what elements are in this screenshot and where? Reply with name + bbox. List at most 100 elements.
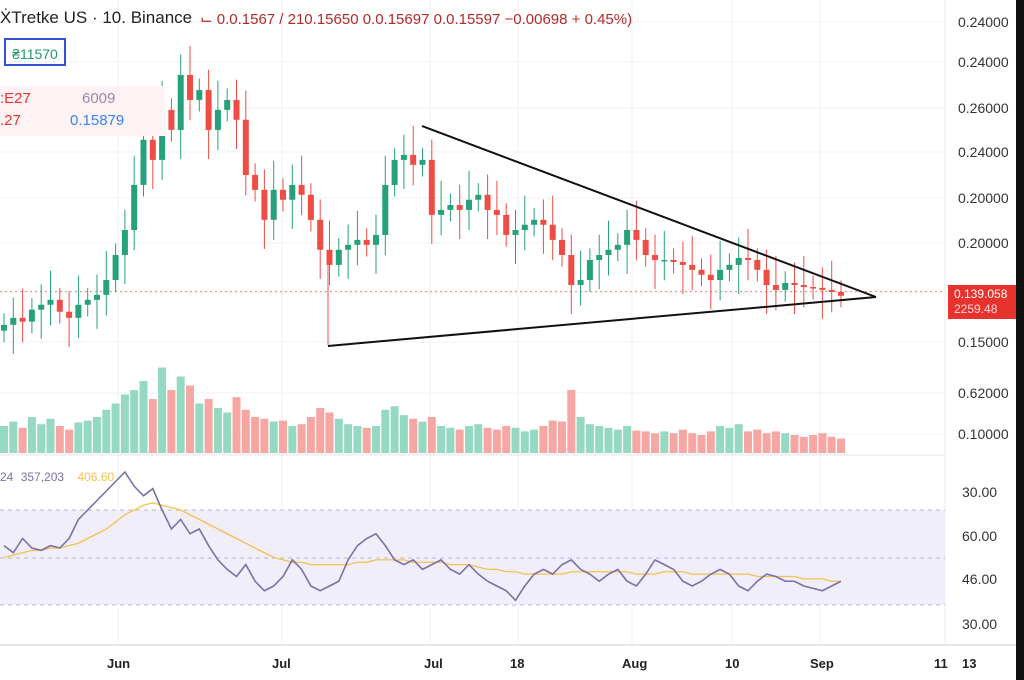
volume-bar: [809, 435, 818, 453]
legend-value-b: 0.15879: [70, 112, 125, 129]
volume-bar: [158, 367, 167, 453]
candle-body: [289, 184, 296, 200]
candle-body: [410, 154, 417, 165]
volume-bar: [474, 424, 483, 453]
volume-bar: [93, 417, 101, 453]
candle-body: [633, 230, 640, 240]
volume-bar: [186, 385, 194, 453]
price-box[interactable]: ₴11570: [4, 38, 66, 66]
legend-left-top: :E27: [0, 90, 31, 107]
candle-body: [298, 184, 305, 195]
candle-body: [373, 234, 379, 245]
candle-body: [419, 159, 426, 165]
volume-bar: [530, 429, 539, 453]
volume-bar: [446, 427, 455, 453]
candle-body: [261, 189, 268, 220]
volume-bar: [669, 433, 678, 453]
time-axis-label: Jul: [424, 656, 443, 671]
volume-bar: [0, 426, 8, 453]
candle-body: [438, 209, 445, 215]
candle-body: [503, 214, 510, 235]
candle-body: [391, 159, 398, 185]
candle-body: [466, 199, 472, 210]
volume-bar: [837, 438, 845, 453]
volume-bar: [372, 426, 380, 453]
rsi-axis-label: 30.00: [962, 616, 998, 632]
volume-bar: [660, 431, 669, 453]
volume-bar: [18, 427, 27, 453]
candle-body: [763, 269, 770, 285]
volume-bar: [418, 421, 427, 453]
candle-body: [38, 304, 45, 310]
volume-bar: [465, 426, 473, 453]
volume-bar: [65, 429, 74, 453]
volume-bar: [595, 426, 604, 453]
rsi-legend-a: 24: [0, 470, 14, 484]
volume-bar: [27, 417, 36, 453]
volume-bar: [520, 431, 529, 453]
time-axis-label: Sep: [810, 656, 834, 671]
candle-body: [75, 304, 82, 318]
price-axis-label: 0.26000: [958, 100, 1009, 116]
candle-body: [354, 239, 361, 245]
candle-body: [661, 259, 668, 262]
volume-bar: [744, 431, 752, 453]
rsi-ma-line: [3, 502, 841, 582]
candle-body: [242, 119, 249, 176]
price-axis-label: 0.24000: [958, 14, 1009, 30]
legend-value-a: 6009: [82, 90, 116, 107]
volume-bar: [83, 420, 92, 453]
candle-body: [475, 194, 482, 200]
candle-body: [493, 209, 500, 215]
volume-bar: [325, 412, 334, 453]
volume-bar: [288, 426, 297, 453]
candle-body: [540, 219, 547, 225]
candle-body: [772, 284, 779, 290]
symbol-title: ẊTretke US · 10. Binance: [0, 8, 193, 27]
volume-bar: [678, 429, 687, 453]
candle-body: [345, 244, 352, 250]
candle-body: [149, 139, 156, 160]
price-axis-label: 0.62000: [958, 385, 1009, 401]
candle-body: [800, 284, 807, 288]
volume-bar: [232, 397, 241, 453]
volume-bar: [334, 418, 343, 453]
volume-bar: [269, 421, 278, 453]
candle-body: [754, 259, 761, 270]
candle-body: [168, 109, 175, 130]
candle-body: [521, 224, 528, 230]
candle-body: [596, 255, 603, 260]
candle-body: [707, 274, 714, 281]
price-axis-label: 0.10000: [958, 426, 1009, 442]
time-axis-label: Aug: [622, 656, 648, 671]
candle-body: [549, 224, 556, 240]
volume-bar: [651, 433, 659, 453]
volume-bar: [818, 433, 827, 453]
candle-body: [819, 287, 826, 290]
volume-bar: [427, 417, 436, 453]
volume-bar: [9, 421, 18, 453]
candle-body: [838, 291, 844, 296]
candle-body: [828, 289, 835, 292]
price-axis-label: 0.15000: [958, 334, 1009, 350]
candle-body: [614, 244, 621, 250]
time-axis-label: Jun: [107, 656, 131, 671]
volume-bar: [502, 426, 511, 453]
volume-bar: [362, 427, 371, 453]
candle-body: [131, 184, 138, 230]
volume-bar: [585, 424, 594, 453]
candle-body: [326, 249, 333, 265]
candle-body: [810, 287, 817, 289]
candle-body: [19, 317, 26, 322]
candle-body: [270, 189, 277, 220]
volume-bar: [632, 430, 641, 453]
volume-bar: [241, 409, 250, 453]
volume-bar: [139, 381, 148, 453]
candle-body: [94, 294, 100, 300]
candle-body: [56, 299, 63, 312]
candle-body: [177, 74, 184, 130]
candle-body: [307, 194, 314, 220]
time-axis-label: Jul: [272, 656, 291, 671]
candle-body: [484, 194, 491, 210]
